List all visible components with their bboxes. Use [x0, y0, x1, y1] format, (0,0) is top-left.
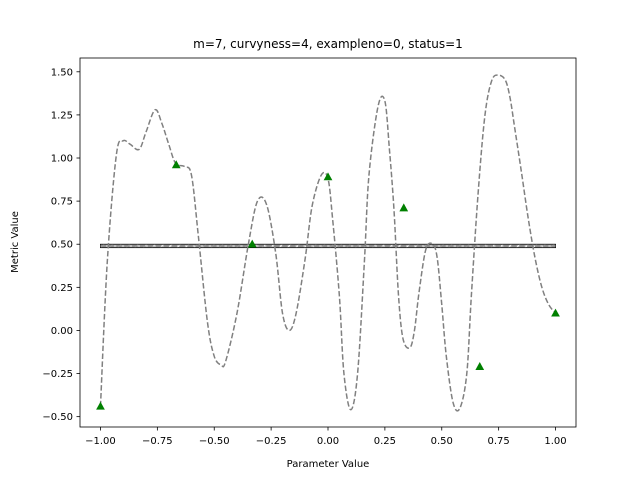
x-tick-label: 0.75	[488, 436, 510, 447]
y-tick-label: 1.50	[51, 67, 73, 78]
band-layer	[100, 243, 556, 249]
x-tick-label: −0.25	[256, 436, 287, 447]
y-tick-label: 0.00	[51, 326, 73, 337]
x-tick-label: 0.50	[431, 436, 453, 447]
y-tick-label: −0.50	[42, 412, 73, 423]
y-axis: −0.50 −0.25 0.00 0.25 0.50 0.75 1.00 1.25 1.50	[42, 67, 80, 423]
y-tick-label: 0.25	[51, 283, 73, 294]
data-point-marker	[551, 308, 560, 317]
data-point-marker	[475, 362, 485, 370]
data-point-marker	[399, 203, 409, 212]
y-tick-label: 0.75	[51, 197, 73, 208]
band-rect	[100, 243, 556, 249]
y-tick-label: 0.50	[51, 240, 73, 251]
marker-layer	[96, 160, 560, 410]
x-axis: −1.00 −0.75 −0.50 −0.25 0.00 0.25 0.50 0.75 1.00	[85, 427, 567, 447]
data-point-marker	[323, 172, 333, 181]
y-axis-label: Metric Value	[10, 211, 21, 273]
plot-area	[80, 58, 576, 427]
x-tick-label: −0.75	[142, 436, 173, 447]
y-tick-label: 1.25	[51, 110, 73, 121]
x-tick-label: 0.25	[374, 436, 396, 447]
x-axis-label: Parameter Value	[287, 459, 370, 470]
data-point-marker	[96, 401, 105, 410]
data-point-marker	[171, 160, 181, 169]
series-layer	[99, 74, 557, 412]
y-tick-label: 1.00	[51, 154, 73, 165]
series-line-0	[99, 74, 557, 412]
x-tick-label: −0.50	[199, 436, 230, 447]
chart-title: m=7, curvyness=4, exampleno=0, status=1	[193, 37, 463, 51]
x-tick-label: 0.00	[317, 436, 339, 447]
y-tick-label: −0.25	[42, 369, 73, 380]
data-point-marker	[247, 239, 257, 248]
x-tick-label: 1.00	[544, 436, 566, 447]
x-tick-label: −1.00	[85, 436, 116, 447]
